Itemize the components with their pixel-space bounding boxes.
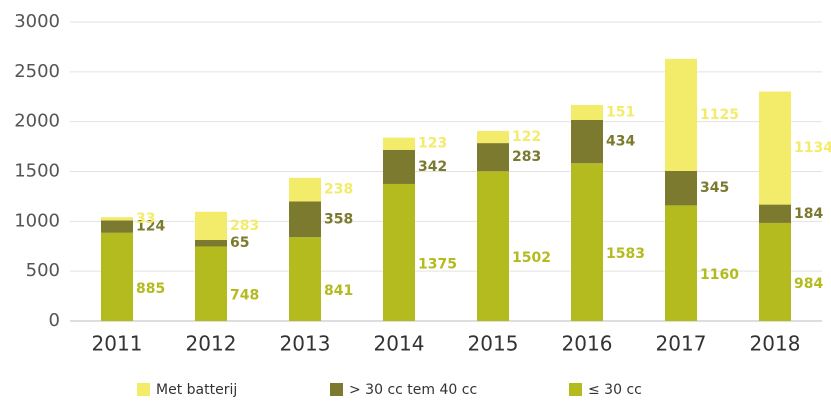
y-tick-label: 2500	[14, 61, 60, 82]
bar-segment	[477, 171, 509, 321]
value-label: 984	[794, 276, 823, 292]
y-tick-label: 3000	[14, 11, 60, 32]
bar-segment	[195, 246, 227, 321]
value-label: 345	[700, 180, 729, 196]
bar-segment	[571, 104, 603, 120]
bar-segment	[101, 217, 133, 221]
bar-segment	[289, 237, 321, 321]
bar-segment	[195, 211, 227, 240]
bar-segment	[383, 137, 415, 150]
value-label: 184	[794, 206, 823, 222]
value-label: 1583	[606, 246, 645, 262]
value-label: 122	[512, 129, 541, 145]
legend-label: ≤ 30 cc	[588, 382, 642, 398]
x-tick-label: 2014	[374, 332, 425, 356]
value-label: 238	[324, 182, 353, 198]
value-label: 33	[136, 211, 155, 227]
bar-segment	[195, 239, 227, 247]
value-label: 124	[136, 219, 165, 235]
bar-segment	[665, 58, 697, 172]
bar-segment	[665, 171, 697, 206]
legend-label: > 30 cc tem 40 cc	[349, 382, 477, 398]
bar-segment	[477, 130, 509, 144]
bar-segment	[101, 232, 133, 321]
value-label: 1375	[418, 256, 457, 272]
x-tick-label: 2012	[186, 332, 237, 356]
bar-segment	[665, 205, 697, 321]
value-label: 885	[136, 281, 165, 297]
legend-swatch	[569, 383, 582, 396]
bar-segment	[383, 183, 415, 321]
bar-segment	[289, 177, 321, 202]
value-label: 358	[324, 211, 353, 227]
bar-segment	[101, 220, 133, 233]
y-tick-label: 1500	[14, 161, 60, 182]
value-label: 1134	[794, 140, 831, 156]
x-tick-label: 2016	[562, 332, 613, 356]
bar-segment	[477, 143, 509, 172]
x-tick-label: 2017	[656, 332, 707, 356]
x-tick-label: 2013	[280, 332, 331, 356]
value-label: 151	[606, 104, 635, 120]
x-tick-label: 2015	[468, 332, 519, 356]
value-label: 65	[230, 235, 249, 251]
y-tick-label: 2000	[14, 111, 60, 132]
value-label: 434	[606, 134, 635, 150]
value-label: 748	[230, 288, 259, 304]
value-label: 123	[418, 136, 447, 152]
bar-segment	[759, 222, 791, 321]
bar-segment	[759, 91, 791, 205]
y-tick-label: 500	[26, 260, 60, 281]
value-label: 1502	[512, 250, 551, 266]
value-label: 1125	[700, 107, 739, 123]
x-tick-label: 2018	[750, 332, 801, 356]
value-label: 1160	[700, 267, 739, 283]
value-label: 342	[418, 159, 447, 175]
bar-segment	[383, 149, 415, 184]
legend-swatch	[330, 383, 343, 396]
bar-segment	[571, 119, 603, 164]
legend-label: Met batterij	[156, 382, 237, 398]
x-tick-label: 2011	[92, 332, 143, 356]
value-label: 841	[324, 283, 353, 299]
bar-segment	[759, 204, 791, 223]
value-label: 283	[512, 149, 541, 165]
bar-segment	[571, 163, 603, 321]
y-tick-label: 0	[49, 310, 60, 331]
bar-segment	[289, 201, 321, 238]
value-label: 283	[230, 218, 259, 234]
y-tick-label: 1000	[14, 210, 60, 231]
legend-swatch	[137, 383, 150, 396]
